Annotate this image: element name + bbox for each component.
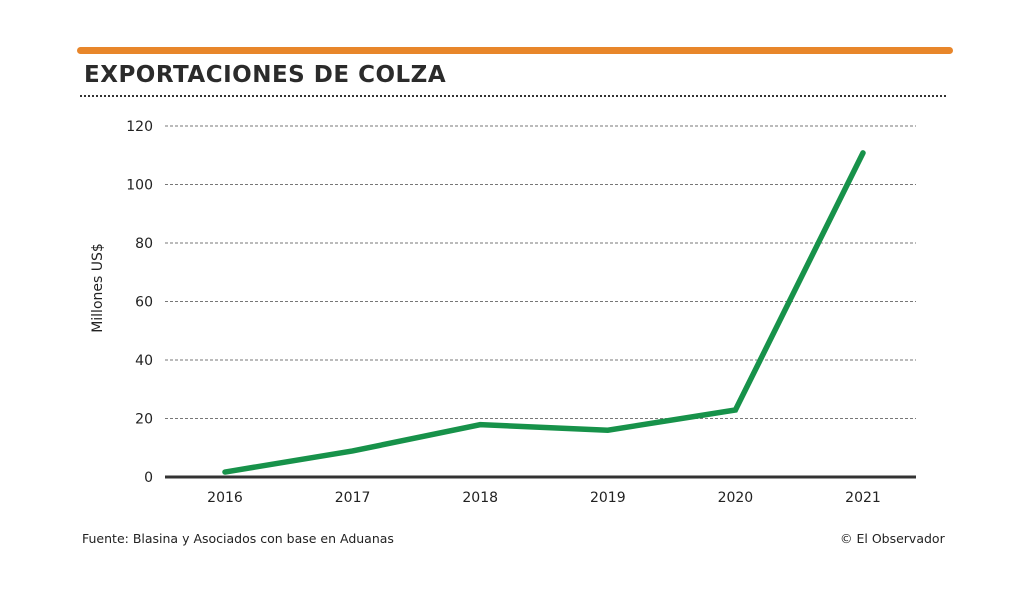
- chart-title: EXPORTACIONES DE COLZA: [84, 62, 447, 88]
- source-note: Fuente: Blasina y Asociados con base en …: [82, 531, 394, 546]
- series-line: [222, 150, 866, 475]
- y-tick-label: 0: [144, 470, 153, 486]
- y-axis-label: Millones US$: [90, 243, 106, 333]
- x-tick-label: 2017: [335, 490, 371, 506]
- y-tick-label: 80: [135, 236, 153, 252]
- x-tick-label: 2016: [207, 490, 243, 506]
- accent-bar: [77, 47, 953, 54]
- x-tick-label: 2021: [845, 490, 881, 506]
- y-tick-label: 60: [135, 295, 153, 311]
- credit: © El Observador: [840, 531, 945, 546]
- y-tick-label: 100: [126, 178, 153, 194]
- x-tick-label: 2020: [718, 490, 754, 506]
- y-tick-label: 20: [135, 412, 153, 428]
- title-divider: [80, 95, 946, 97]
- x-tick-label: 2019: [590, 490, 626, 506]
- x-tick-label: 2018: [462, 490, 498, 506]
- y-tick-label: 120: [126, 119, 153, 135]
- y-tick-label: 40: [135, 353, 153, 369]
